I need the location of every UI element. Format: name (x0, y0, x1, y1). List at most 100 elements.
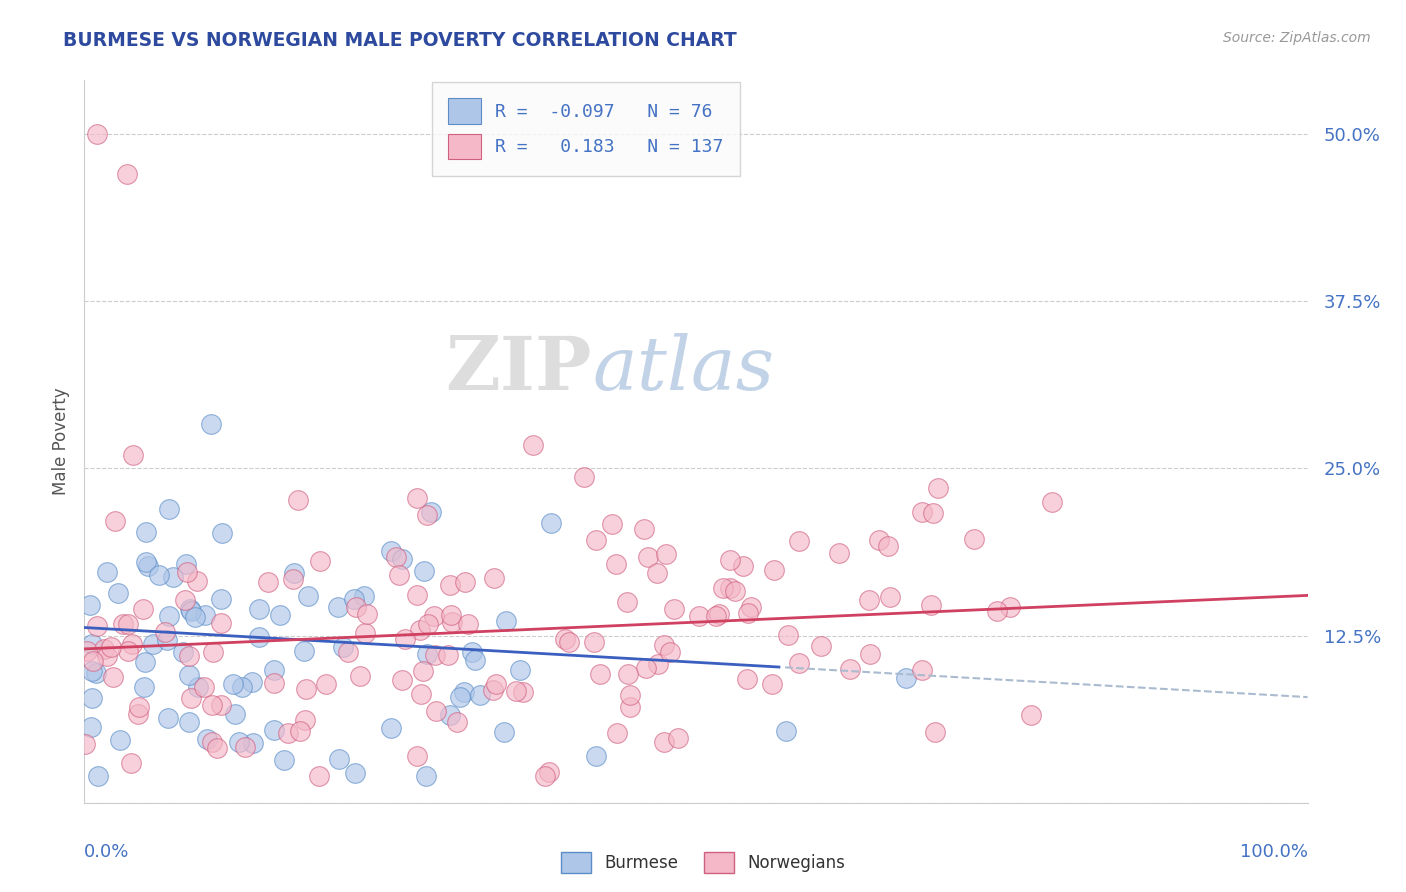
Point (927, 481, 949, 495)
Point (436, 648, 458, 662)
Point (162, 569, 184, 583)
Point (409, 687, 432, 701)
Point (184, 609, 207, 624)
Point (415, 769, 437, 783)
Point (172, 645, 194, 659)
Point (533, 769, 555, 783)
Point (416, 616, 439, 631)
Point (522, 438, 544, 452)
Point (413, 564, 436, 578)
Y-axis label: Male Poverty: Male Poverty (52, 388, 70, 495)
Point (134, 680, 156, 694)
Point (187, 680, 209, 694)
Point (134, 655, 156, 669)
Point (416, 647, 439, 661)
Point (142, 637, 165, 651)
Point (235, 740, 257, 755)
Point (423, 648, 446, 662)
Point (921, 598, 943, 612)
Point (724, 584, 747, 599)
Point (606, 725, 628, 739)
Point (136, 558, 159, 573)
Point (96, 648, 118, 663)
Point (924, 724, 946, 739)
Point (332, 640, 354, 655)
Point (858, 592, 880, 607)
Point (263, 675, 285, 690)
Point (287, 492, 309, 507)
Text: atlas: atlas (592, 333, 775, 406)
Legend: R =  -0.097   N = 76, R =   0.183   N = 137: R = -0.097 N = 76, R = 0.183 N = 137 (432, 82, 740, 176)
Point (342, 591, 364, 606)
Point (82, 665, 104, 679)
Point (201, 698, 224, 712)
Point (174, 593, 197, 607)
Point (228, 735, 250, 749)
Point (589, 667, 612, 681)
Point (616, 595, 638, 609)
Point (558, 635, 581, 649)
Point (273, 753, 295, 767)
Point (242, 736, 264, 750)
Point (391, 552, 413, 566)
Point (894, 671, 917, 685)
Text: Source: ZipAtlas.com: Source: ZipAtlas.com (1223, 31, 1371, 45)
Point (349, 668, 371, 682)
Point (269, 607, 291, 622)
Point (93, 642, 115, 657)
Point (326, 600, 349, 615)
Point (256, 575, 278, 590)
Point (707, 607, 730, 621)
Point (464, 653, 486, 667)
Point (440, 615, 463, 630)
Point (231, 680, 253, 694)
Point (775, 724, 797, 739)
Point (176, 558, 198, 572)
Point (876, 539, 898, 553)
Point (405, 588, 427, 602)
Point (485, 677, 508, 691)
Point (391, 673, 413, 688)
Point (423, 609, 446, 624)
Point (482, 682, 505, 697)
Point (86, 127, 108, 141)
Point (156, 710, 179, 724)
Point (718, 553, 741, 567)
Point (810, 639, 832, 653)
Point (86, 665, 108, 680)
Point (605, 557, 627, 571)
Point (405, 491, 427, 506)
Point (132, 602, 155, 616)
Point (108, 732, 131, 747)
Point (209, 591, 232, 606)
Point (337, 645, 360, 659)
Point (763, 563, 786, 577)
Point (492, 725, 515, 739)
Point (652, 639, 675, 653)
Point (344, 599, 367, 614)
Point (654, 547, 676, 561)
Point (415, 508, 437, 523)
Point (100, 640, 122, 654)
Point (1000, 599, 1022, 614)
Point (75, 737, 97, 751)
Point (82, 654, 104, 668)
Point (425, 704, 447, 718)
Point (121, 637, 143, 651)
Point (344, 766, 367, 780)
Point (733, 558, 755, 573)
Point (394, 632, 416, 646)
Point (157, 609, 180, 624)
Point (76, 644, 98, 658)
Point (80, 690, 103, 705)
Point (159, 501, 181, 516)
Point (688, 609, 710, 624)
Point (388, 568, 411, 582)
Point (283, 572, 305, 586)
Point (859, 647, 882, 661)
Point (838, 662, 860, 676)
Point (240, 675, 263, 690)
Point (637, 550, 659, 565)
Point (600, 516, 623, 531)
Point (505, 683, 527, 698)
